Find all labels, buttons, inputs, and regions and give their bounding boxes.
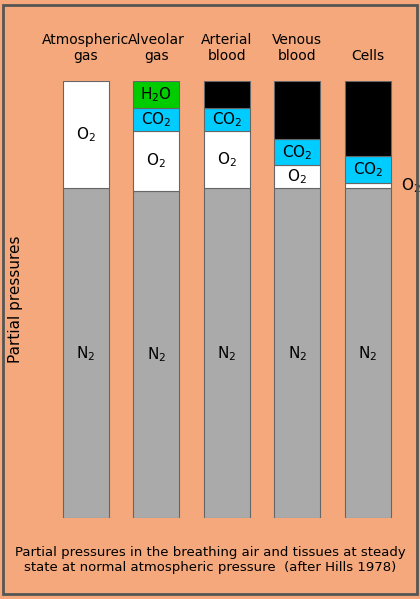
- Bar: [345, 81, 391, 156]
- Text: O$_2$: O$_2$: [146, 152, 166, 170]
- Text: Partial pressures: Partial pressures: [8, 236, 23, 363]
- Bar: [204, 81, 250, 108]
- Text: Partial pressures in the breathing air and tissues at steady
state at normal atm: Partial pressures in the breathing air a…: [15, 546, 405, 574]
- Bar: [133, 131, 179, 190]
- Text: CO$_2$: CO$_2$: [353, 160, 383, 179]
- Text: N$_2$: N$_2$: [288, 344, 307, 362]
- Bar: [133, 81, 179, 108]
- Bar: [204, 189, 250, 518]
- Text: N$_2$: N$_2$: [76, 344, 95, 362]
- Text: Cells: Cells: [352, 49, 384, 63]
- Text: CO$_2$: CO$_2$: [212, 110, 242, 129]
- Text: Alveolar
gas: Alveolar gas: [128, 33, 185, 63]
- Text: CO$_2$: CO$_2$: [282, 143, 312, 162]
- Bar: [63, 189, 109, 518]
- Bar: [133, 108, 179, 131]
- Text: H$_2$O: H$_2$O: [140, 85, 172, 104]
- Bar: [345, 189, 391, 518]
- Bar: [133, 190, 179, 518]
- Bar: [204, 131, 250, 189]
- Text: O$_2$: O$_2$: [76, 125, 96, 144]
- Text: N$_2$: N$_2$: [358, 344, 378, 362]
- Bar: [345, 156, 391, 183]
- Bar: [204, 108, 250, 131]
- Text: O$_2$: O$_2$: [217, 150, 237, 169]
- Text: N$_2$: N$_2$: [147, 345, 166, 364]
- Text: Atmospheric
gas: Atmospheric gas: [42, 33, 129, 63]
- Text: O$_2$: O$_2$: [287, 168, 307, 186]
- Bar: [274, 81, 320, 139]
- Text: O$_2$: O$_2$: [402, 176, 420, 195]
- Text: CO$_2$: CO$_2$: [141, 110, 171, 129]
- Bar: [274, 139, 320, 165]
- Bar: [345, 183, 391, 189]
- Bar: [274, 165, 320, 189]
- Text: Arterial
blood: Arterial blood: [201, 33, 252, 63]
- Bar: [63, 81, 109, 189]
- Text: Venous
blood: Venous blood: [272, 33, 323, 63]
- Text: N$_2$: N$_2$: [217, 344, 236, 362]
- Bar: [274, 189, 320, 518]
